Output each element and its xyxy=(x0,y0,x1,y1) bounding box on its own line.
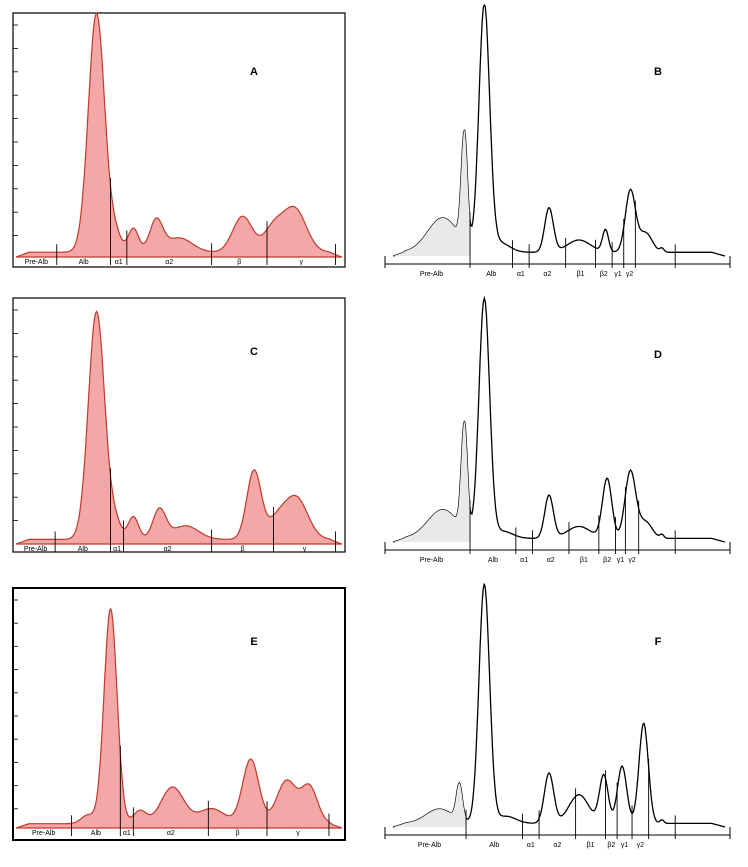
fraction-label: γ2 xyxy=(628,557,636,564)
fraction-label: β xyxy=(241,546,245,553)
fraction-label: γ2 xyxy=(626,271,634,278)
fraction-label: Alb xyxy=(91,830,101,837)
fraction-label: γ1 xyxy=(617,557,625,564)
fraction-label: Pre-Alb xyxy=(418,842,441,849)
fraction-label: Alb xyxy=(79,259,89,266)
fraction-label: γ2 xyxy=(637,842,645,849)
fraction-label: α2 xyxy=(547,557,555,564)
pre-alb-shading xyxy=(393,421,471,542)
fraction-label: α2 xyxy=(553,842,561,849)
panel-B: Pre-Alb Alb α1 α2 β1 β2 γ1 γ2 B xyxy=(384,3,731,278)
fraction-label: α1 xyxy=(527,842,535,849)
fraction-label: Pre-Alb xyxy=(420,271,443,278)
fraction-label: Pre-Alb xyxy=(420,557,443,564)
fraction-label: α1 xyxy=(517,271,525,278)
panel-F: Pre-Alb Alb α1 α2 β1 β2 γ1 γ2 F xyxy=(384,583,731,849)
panel-letter: A xyxy=(250,66,258,78)
panel-letter: F xyxy=(655,636,662,648)
fraction-label: β2 xyxy=(600,271,608,278)
density-curve xyxy=(392,295,726,543)
fraction-label: β2 xyxy=(603,557,611,564)
fraction-label: α2 xyxy=(543,271,551,278)
panel-E: Pre-Alb Alb α1 α2 β γ E xyxy=(12,587,346,841)
pre-alb-shading xyxy=(393,129,471,256)
fraction-label: β xyxy=(237,259,241,266)
fraction-label: γ xyxy=(296,830,300,837)
fraction-label: β1 xyxy=(587,842,595,849)
panel-D: Pre-Alb Alb α1 α2 β1 β2 γ1 γ2 D xyxy=(384,295,731,564)
fraction-label: γ1 xyxy=(621,842,629,849)
fraction-label: α1 xyxy=(520,557,528,564)
density-curve xyxy=(15,11,343,258)
fraction-label: Pre-Alb xyxy=(32,830,55,837)
fraction-label: α1 xyxy=(113,546,121,553)
fraction-label: Pre-Alb xyxy=(25,259,48,266)
fraction-label: γ1 xyxy=(614,271,622,278)
fraction-label: β1 xyxy=(577,271,585,278)
fraction-label: Alb xyxy=(78,546,88,553)
fraction-label: α1 xyxy=(123,830,131,837)
panel-letter: C xyxy=(250,346,258,358)
fraction-label: Alb xyxy=(488,557,498,564)
fraction-label: β xyxy=(236,830,240,837)
fraction-label: β2 xyxy=(607,842,615,849)
density-curve xyxy=(392,583,726,828)
fraction-label: γ xyxy=(303,546,307,553)
fraction-label: β1 xyxy=(580,557,588,564)
fraction-label: γ xyxy=(300,259,304,266)
panel-A: Pre-Alb Alb α1 α2 β γ A xyxy=(12,11,346,268)
panel-C: Pre-Alb Alb α1 α2 β γ C xyxy=(12,297,346,553)
fraction-label: α2 xyxy=(164,546,172,553)
density-curve xyxy=(15,310,343,545)
fraction-label: α2 xyxy=(165,259,173,266)
panel-letter: B xyxy=(654,66,662,78)
panel-letter: E xyxy=(250,636,257,648)
fraction-label: Alb xyxy=(489,842,499,849)
pre-alb-shading xyxy=(393,782,467,827)
density-curve xyxy=(15,607,343,829)
fraction-label: α1 xyxy=(115,259,123,266)
fraction-label: α2 xyxy=(167,830,175,837)
fraction-label: Alb xyxy=(486,271,496,278)
panel-letter: D xyxy=(654,349,662,361)
fraction-label: Pre-Alb xyxy=(24,546,47,553)
